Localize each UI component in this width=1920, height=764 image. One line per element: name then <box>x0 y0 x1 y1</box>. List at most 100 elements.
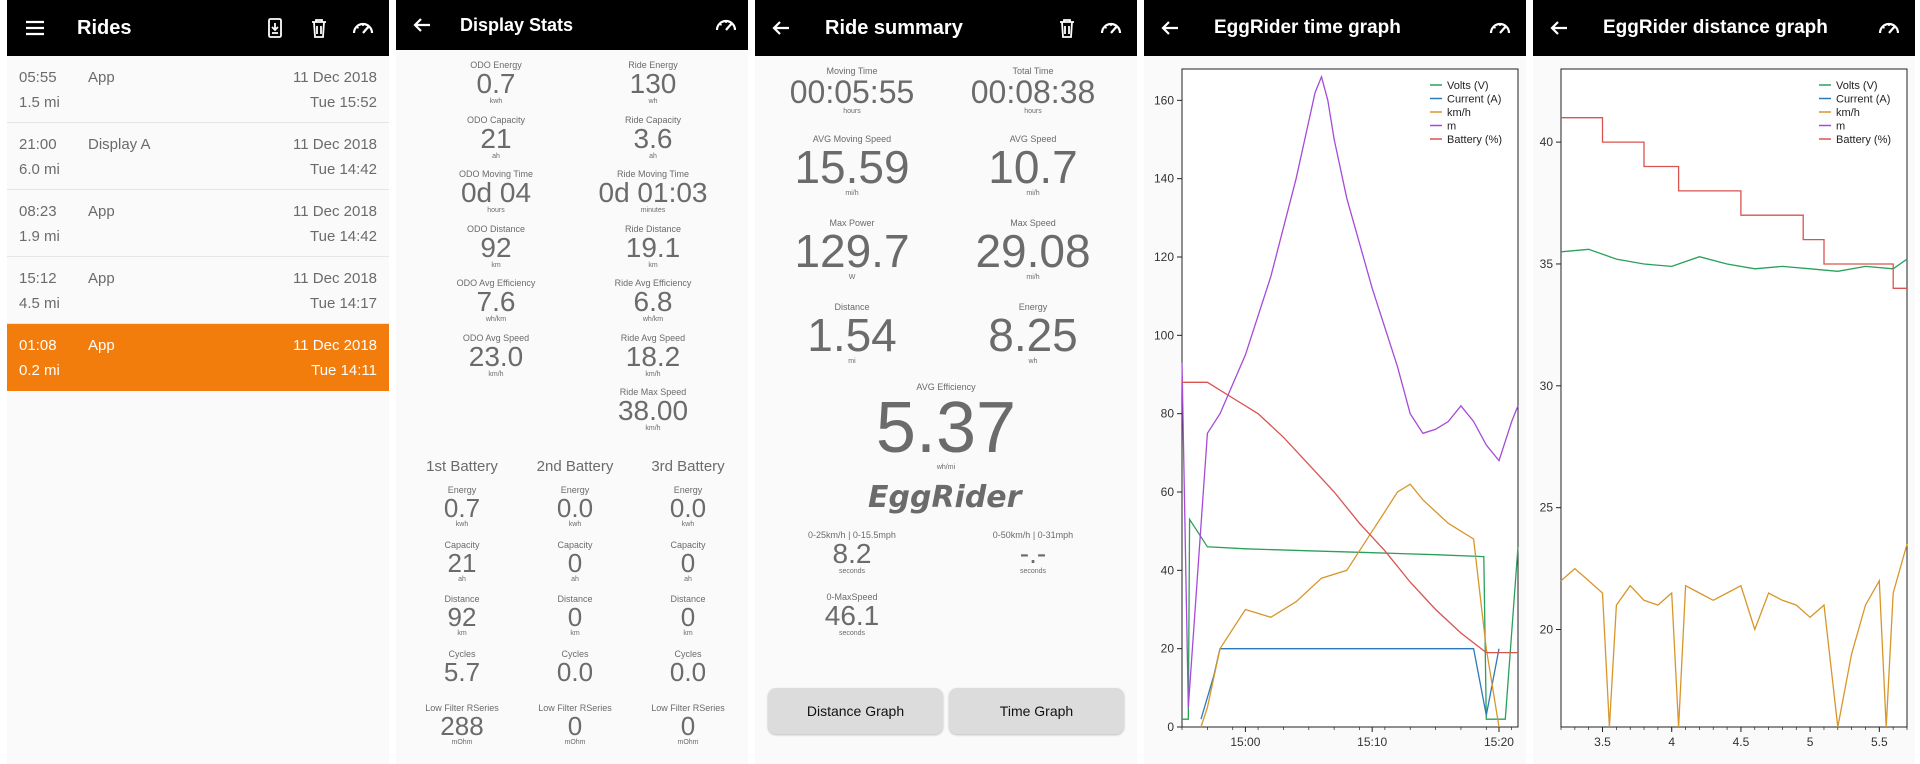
y-tick-label: 100 <box>1154 328 1174 342</box>
legend-entry: km/h <box>1447 107 1471 119</box>
ride-duration: 21:00 <box>19 136 57 153</box>
download-icon[interactable] <box>263 16 287 40</box>
stat-unit: mi <box>848 358 856 365</box>
battery-stat: Low Filter RSeries 288 mOhm <box>417 703 507 746</box>
series-line-3 <box>1560 544 1908 728</box>
page-title: EggRider time graph <box>1214 17 1401 38</box>
x-tick-label: 5.5 <box>1871 735 1888 749</box>
distance-graph-chart[interactable]: 20 25 30 35 40 3.5 4 4.5 5 5.5 Volts (V) Current (A… <box>1533 56 1915 764</box>
ride-source: App <box>88 270 115 287</box>
stat-unit: ah <box>492 152 500 160</box>
stat-value: 0 <box>680 711 696 741</box>
stat-value: 0 <box>680 602 696 632</box>
stat-label: ODO Avg Speed <box>462 332 530 343</box>
ride-list-item[interactable]: 05:55 App 11 Dec 2018 1.5 mi Tue 15:52 <box>7 56 389 123</box>
ride-day-time: Tue 15:52 <box>310 94 377 111</box>
ride-day-time: Tue 14:42 <box>310 161 377 178</box>
ride-distance: 1.5 mi <box>19 94 60 111</box>
stat-label: Distance <box>670 594 706 604</box>
stat-label: Low Filter RSeries <box>425 703 499 713</box>
stat-unit: mi/h <box>845 190 859 197</box>
ride-summary-screen: Ride summary Moving Time 00:05:55 hours Tot… <box>755 0 1137 764</box>
ride-distance: 1.9 mi <box>19 228 60 245</box>
battery-stat: Energy 0.7 kwh <box>417 485 507 528</box>
summary-stat: Moving Time 00:05:55 hours <box>767 66 937 115</box>
ride-distance: 6.0 mi <box>19 161 60 178</box>
stat-unit: km/h <box>488 370 504 378</box>
stat-unit: kwh <box>681 521 695 528</box>
stat-value: 129.7 <box>794 225 910 277</box>
back-arrow-icon[interactable] <box>410 13 434 37</box>
x-tick-label: 3.5 <box>1594 735 1611 749</box>
x-tick-label: 15:00 <box>1230 735 1260 749</box>
battery-stat: Cycles 5.7 <box>417 649 507 685</box>
ride-list-item[interactable]: 08:23 App 11 Dec 2018 1.9 mi Tue 14:42 <box>7 190 389 257</box>
y-tick-label: 20 <box>1161 642 1175 656</box>
stat-value: 92 <box>480 231 512 263</box>
battery-stat: Cycles 0.0 <box>643 649 733 685</box>
stat-value: 21 <box>480 122 512 154</box>
stat-unit: ah <box>571 575 579 583</box>
y-tick-label: 120 <box>1154 250 1174 264</box>
x-tick-label: 4 <box>1668 735 1675 749</box>
stat-unit: wh <box>1028 358 1038 365</box>
ride-date: 11 Dec 2018 <box>293 69 377 86</box>
ride-list-item[interactable]: 15:12 App 11 Dec 2018 4.5 mi Tue 14:17 <box>7 257 389 324</box>
stat-unit: mi/h <box>1026 274 1040 281</box>
menu-icon[interactable] <box>23 16 47 40</box>
accel-stat: 0-MaxSpeed 46.1 seconds <box>767 592 937 637</box>
x-tick-label: 5 <box>1807 735 1814 749</box>
ride-list-item[interactable]: 21:00 Display A 11 Dec 2018 6.0 mi Tue 14:42 <box>7 123 389 190</box>
y-tick-label: 160 <box>1154 93 1174 107</box>
speedometer-icon[interactable] <box>1099 16 1123 40</box>
y-tick-label: 0 <box>1167 720 1174 734</box>
speedometer-icon[interactable] <box>1877 16 1901 40</box>
legend-entry: Battery (%) <box>1836 134 1891 146</box>
ride-stat: Ride Moving Time 0d 01:03 minutes <box>578 169 728 214</box>
legend-entry: Volts (V) <box>1836 80 1878 92</box>
stat-label: AVG Speed <box>1009 134 1057 144</box>
trash-icon[interactable] <box>1055 16 1079 40</box>
stat-label: Energy <box>447 485 477 495</box>
stat-label: Cycles <box>448 648 476 659</box>
stat-value: 1.54 <box>807 309 897 361</box>
stat-unit: seconds <box>838 568 866 575</box>
ride-stat: Ride Max Speed 38.00 km/h <box>578 387 728 432</box>
battery-stat: Distance 92 km <box>417 594 507 637</box>
speedometer-icon[interactable] <box>1488 16 1512 40</box>
stat-value: 00:08:38 <box>970 74 1096 110</box>
back-arrow-icon[interactable] <box>1158 16 1182 40</box>
back-arrow-icon[interactable] <box>769 16 793 40</box>
stat-label: Cycles <box>674 648 702 659</box>
trash-icon[interactable] <box>307 16 331 40</box>
page-title: EggRider distance graph <box>1603 17 1828 38</box>
speedometer-icon[interactable] <box>351 16 375 40</box>
stat-label: Energy <box>560 485 590 495</box>
stat-value: -.- <box>1019 538 1047 569</box>
accel-stat: 0-50km/h | 0-31mph -.- seconds <box>948 530 1118 575</box>
stat-unit: mOhm <box>677 739 699 746</box>
ride-duration: 05:55 <box>19 69 57 86</box>
stat-label: Ride Capacity <box>624 114 682 125</box>
speedometer-icon[interactable] <box>714 13 738 37</box>
odo-stat: ODO Avg Efficiency 7.6 wh/km <box>421 278 571 323</box>
distance-graph-button[interactable]: Distance Graph <box>768 688 943 734</box>
stat-unit: mOhm <box>451 739 473 746</box>
battery-stat: Energy 0.0 kwh <box>530 485 620 528</box>
stat-value: 18.2 <box>625 340 681 372</box>
stat-value: 8.25 <box>988 309 1078 361</box>
time-graph-chart[interactable]: 0 20 40 60 80 100 120 140 160 15:00 15:10 15:20 Volt… <box>1144 56 1526 764</box>
stat-label: Ride Moving Time <box>616 169 690 179</box>
stat-value: 23.0 <box>468 340 524 372</box>
battery-header: 3rd Battery <box>651 458 725 475</box>
ride-stat: Ride Distance 19.1 km <box>578 224 728 269</box>
stat-value: 8.2 <box>832 538 872 569</box>
stat-label: AVG Efficiency <box>916 382 976 392</box>
stat-label: 0-25km/h | 0-15.5mph <box>808 530 896 540</box>
time-graph-button[interactable]: Time Graph <box>949 688 1124 734</box>
stat-value: 29.08 <box>975 225 1091 277</box>
stat-value: 0.0 <box>556 656 594 687</box>
back-arrow-icon[interactable] <box>1547 16 1571 40</box>
stat-label: Energy <box>673 485 703 495</box>
ride-list-item[interactable]: 01:08 App 11 Dec 2018 0.2 mi Tue 14:11 <box>7 324 389 391</box>
